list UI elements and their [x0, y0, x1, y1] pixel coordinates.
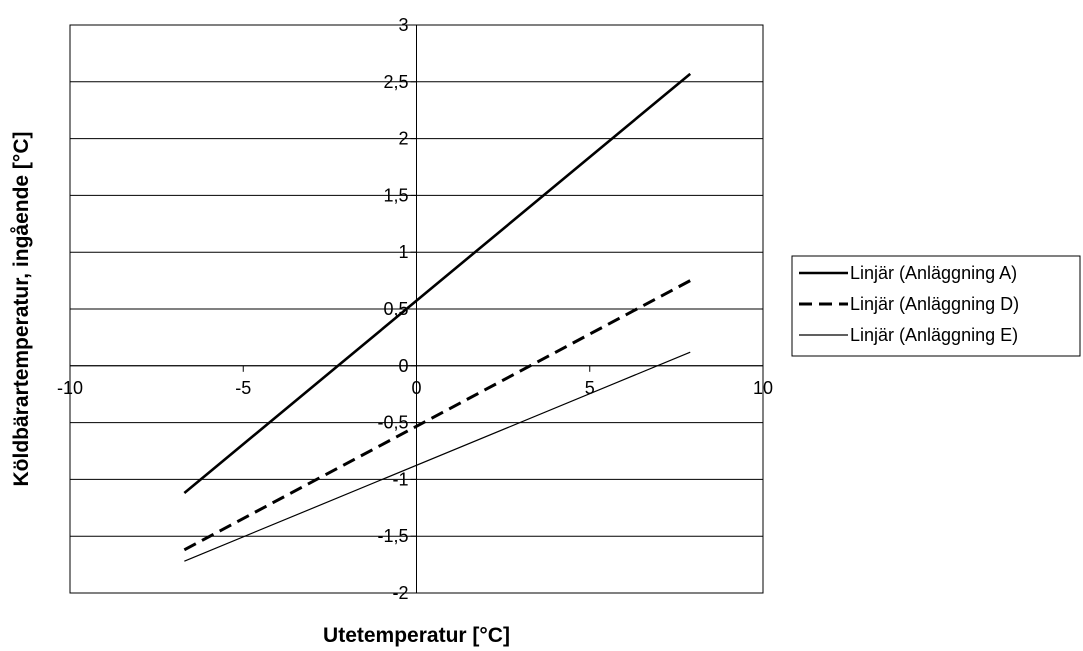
- x-axis-title: Utetemperatur [°C]: [323, 624, 510, 647]
- y-tick-label: -2: [392, 583, 408, 603]
- y-tick-label: -0,5: [377, 413, 408, 433]
- x-tick-label: -5: [235, 378, 251, 398]
- x-tick-label: 10: [753, 378, 773, 398]
- legend-label: Linjär (Anläggning D): [850, 294, 1019, 314]
- series-line: [184, 351, 691, 562]
- x-tick-label: -10: [57, 378, 83, 398]
- series-line: [183, 279, 691, 552]
- y-tick-label: 3: [398, 15, 408, 35]
- y-axis-title: Köldbärartemperatur, ingående [°C]: [10, 132, 33, 487]
- y-tick-label: 0: [398, 356, 408, 376]
- axes: [69, 24, 764, 594]
- series-line: [183, 72, 692, 495]
- y-tick-label: 1,5: [383, 185, 408, 205]
- x-tick-label: 0: [411, 378, 421, 398]
- y-tick-label: 1: [398, 242, 408, 262]
- tick-labels: -2-1,5-1-0,500,511,522,53-10 -5 0 5 10: [57, 15, 773, 603]
- y-tick-label: -1,5: [377, 526, 408, 546]
- legend-label: Linjär (Anläggning E): [850, 325, 1018, 345]
- y-tick-label: 2: [398, 129, 408, 149]
- legend-label: Linjär (Anläggning A): [850, 263, 1017, 283]
- y-tick-label: -1: [392, 469, 408, 489]
- legend: Linjär (Anläggning A) Linjär (Anläggning …: [791, 255, 1081, 357]
- y-tick-label: 2,5: [383, 72, 408, 92]
- series-lines: [183, 72, 692, 562]
- x-tick-label: 5: [585, 378, 595, 398]
